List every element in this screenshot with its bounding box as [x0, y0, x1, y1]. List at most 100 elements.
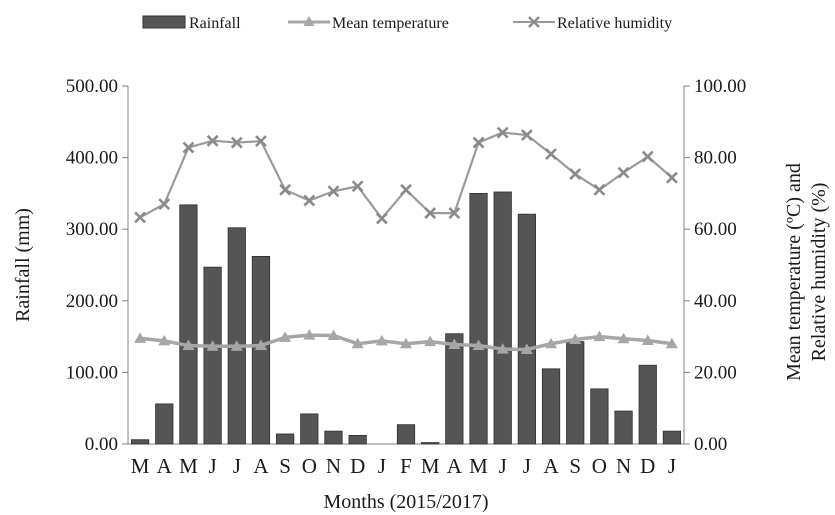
month-tick-label: A — [157, 454, 173, 478]
temperature-point — [665, 337, 678, 349]
humidity-point — [375, 212, 388, 225]
rainfall-bar — [227, 227, 246, 445]
rainfall-bars — [130, 191, 682, 445]
humidity-point — [255, 135, 267, 148]
humidity-point — [400, 183, 412, 196]
month-tick-label: N — [326, 454, 341, 478]
month-tick-label: O — [592, 454, 607, 478]
month-tick-label: J — [523, 454, 531, 478]
temperature-point — [472, 339, 485, 351]
rainfall-bar — [396, 424, 416, 445]
humidity-point — [448, 207, 461, 220]
rainfall-bar — [324, 430, 343, 445]
left-y-tick-label: 500.00 — [66, 76, 118, 97]
humidity-point — [303, 194, 316, 207]
temperature-point — [351, 337, 364, 349]
right-y-axis-title-line2: Relative humidity (%) — [808, 183, 830, 362]
month-tick-label: F — [400, 454, 412, 478]
month-tick-label: A — [447, 454, 463, 478]
month-tick-label: J — [378, 454, 386, 478]
temperature-point — [254, 339, 267, 351]
humidity-point — [351, 180, 364, 193]
temperature-point — [327, 329, 340, 341]
month-tick-label: J — [499, 454, 507, 478]
temperature-point — [375, 334, 388, 346]
month-tick-label: A — [543, 454, 559, 478]
month-tick-label: M — [421, 454, 440, 478]
humidity-point — [569, 168, 582, 180]
right-y-tick-label: 20.00 — [694, 362, 737, 383]
legend-humidity-marker — [528, 16, 540, 28]
rainfall-bar — [469, 192, 488, 445]
legend-temperature-label: Mean temperature — [332, 15, 449, 32]
legend-temperature-marker — [303, 16, 315, 26]
temperature-series — [134, 329, 678, 354]
humidity-point — [424, 207, 437, 220]
rainfall-bar — [445, 333, 464, 445]
humidity-point — [327, 185, 340, 198]
humidity-point — [134, 211, 147, 224]
temperature-point — [182, 339, 195, 351]
rainfall-bar — [155, 403, 174, 445]
right-y-axis-ticks: 0.00 20.00 40.00 60.00 80.00 100.00 — [684, 76, 746, 455]
left-y-tick-label: 300.00 — [66, 219, 118, 240]
humidity-point — [472, 136, 485, 149]
temperature-point — [545, 337, 558, 349]
right-y-tick-label: 0.00 — [694, 434, 727, 455]
month-tick-label: M — [179, 454, 198, 478]
humidity-point — [593, 183, 606, 196]
rainfall-bar — [590, 388, 609, 445]
rainfall-bar — [421, 442, 440, 445]
rainfall-bar — [614, 410, 633, 445]
humidity-point — [617, 166, 630, 179]
humidity-point — [641, 150, 654, 163]
month-tick-label: S — [569, 454, 581, 478]
left-y-tick-label: 0.00 — [85, 434, 118, 455]
month-tick-label: S — [279, 454, 291, 478]
humidity-line — [139, 131, 673, 221]
rainfall-bar — [493, 191, 512, 445]
humidity-point — [279, 183, 292, 196]
humidity-point — [496, 126, 509, 139]
temperature-point — [303, 329, 316, 340]
x-axis-title: Months (2015/2017) — [324, 491, 489, 513]
rainfall-bar — [130, 439, 150, 445]
rainfall-bar — [276, 433, 295, 445]
left-y-axis-title: Rainfall (mm) — [12, 208, 34, 322]
temperature-point — [230, 340, 243, 351]
left-y-tick-label: 100.00 — [66, 362, 118, 383]
right-y-tick-label: 40.00 — [694, 291, 737, 312]
right-y-axis-title-line1: Mean temperature (ºC) and — [783, 163, 805, 381]
month-tick-label: O — [302, 454, 317, 478]
temperature-point — [496, 343, 509, 354]
legend-humidity-label: Relative humidity — [557, 15, 672, 32]
month-tick-label: J — [668, 454, 676, 478]
legend-rainfall-label: Rainfall — [189, 15, 241, 32]
humidity-point — [230, 136, 243, 149]
rainfall-bar — [251, 256, 271, 445]
rainfall-bar — [300, 413, 319, 445]
month-tick-label: M — [131, 454, 150, 478]
rainfall-bar — [517, 213, 536, 445]
temperature-point — [520, 343, 533, 354]
month-tick-label: J — [209, 454, 217, 478]
legend: Rainfall Mean temperature Relative humid… — [142, 15, 672, 32]
left-y-tick-label: 400.00 — [66, 148, 118, 169]
humidity-point — [182, 141, 195, 154]
month-tick-label: J — [233, 454, 241, 478]
temperature-point — [448, 338, 461, 349]
right-y-tick-label: 100.00 — [694, 76, 746, 97]
left-y-tick-label: 200.00 — [66, 291, 118, 312]
temperature-point — [158, 334, 171, 346]
humidity-series — [134, 126, 678, 225]
rainfall-bar — [179, 204, 198, 445]
month-tick-label: D — [640, 454, 655, 478]
temperature-point — [593, 330, 606, 342]
legend-rainfall-swatch — [142, 15, 186, 29]
rainfall-bar — [348, 435, 367, 445]
rainfall-bar — [203, 266, 222, 445]
temperature-point — [569, 333, 582, 344]
right-y-tick-label: 60.00 — [694, 219, 737, 240]
